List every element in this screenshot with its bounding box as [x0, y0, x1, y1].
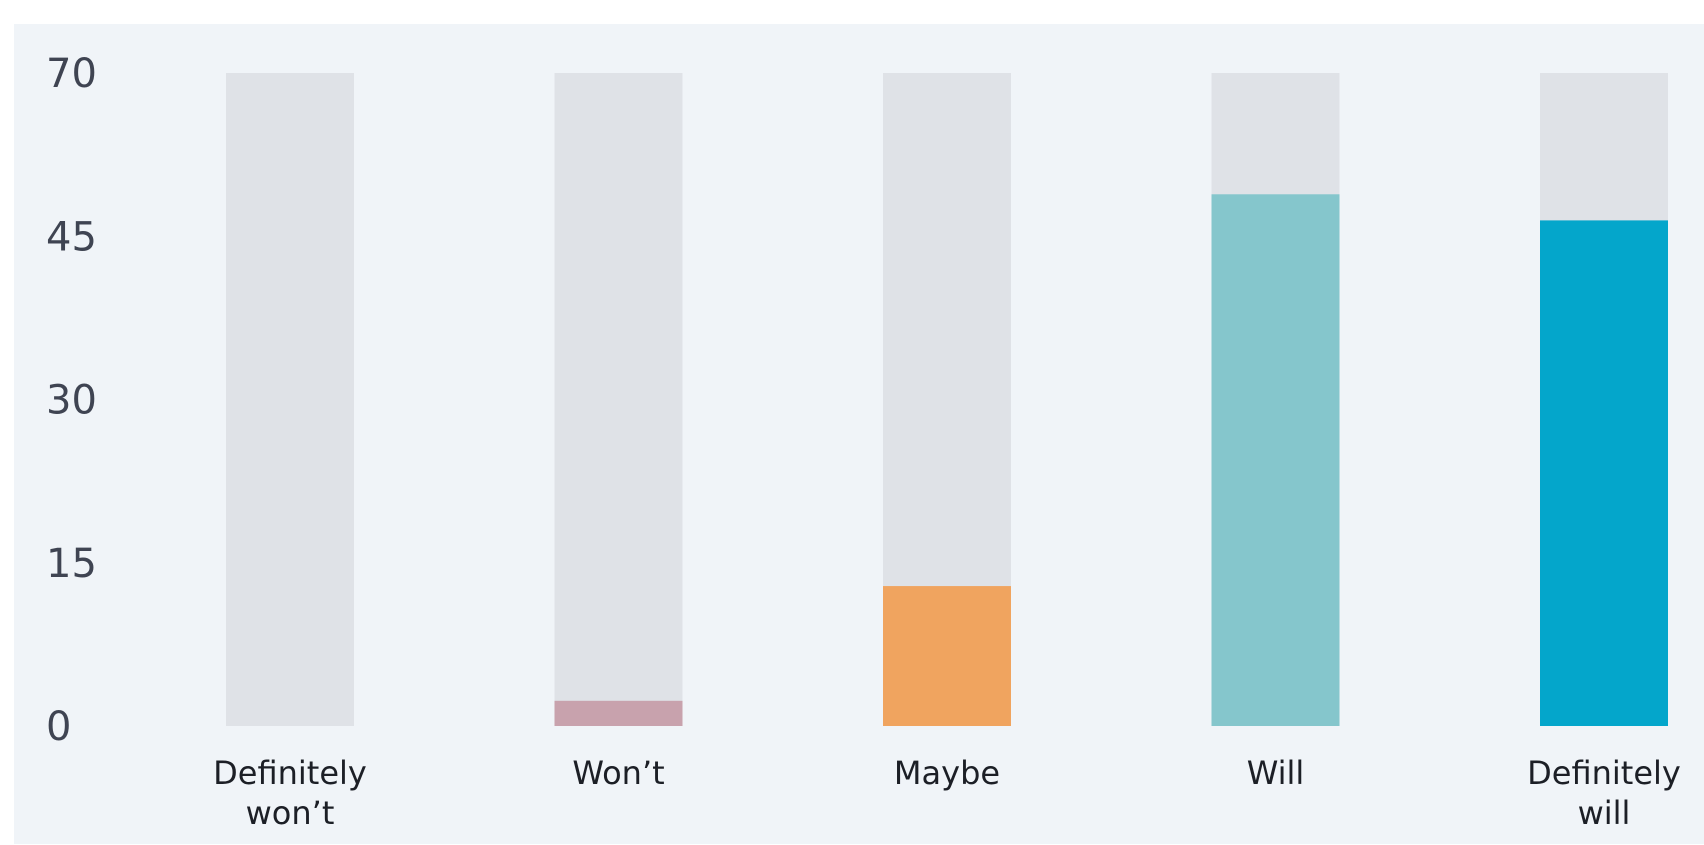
category-label: Definitely won’t — [213, 754, 367, 832]
category-label: Will — [1247, 754, 1305, 792]
y-tick-label: 70 — [46, 51, 97, 97]
bar — [554, 700, 683, 726]
y-axis-ticks: 0 15 30 45 70 — [46, 51, 97, 750]
category-label: Maybe — [894, 754, 1000, 792]
y-tick-label: 15 — [46, 541, 97, 587]
y-tick-label: 0 — [46, 704, 71, 750]
bar — [883, 586, 1011, 726]
bar — [1211, 194, 1340, 726]
bar-track — [226, 73, 354, 726]
x-axis-labels: Definitely won’t Won’t Maybe Will Definitely w… — [213, 754, 1681, 832]
y-tick-label: 30 — [46, 378, 97, 424]
category-label: Definitely will — [1527, 754, 1681, 832]
y-tick-label: 45 — [46, 214, 97, 260]
bar — [1540, 220, 1668, 727]
bars — [226, 73, 1668, 727]
category-label: Won’t — [572, 754, 664, 792]
bar-track — [554, 73, 683, 726]
